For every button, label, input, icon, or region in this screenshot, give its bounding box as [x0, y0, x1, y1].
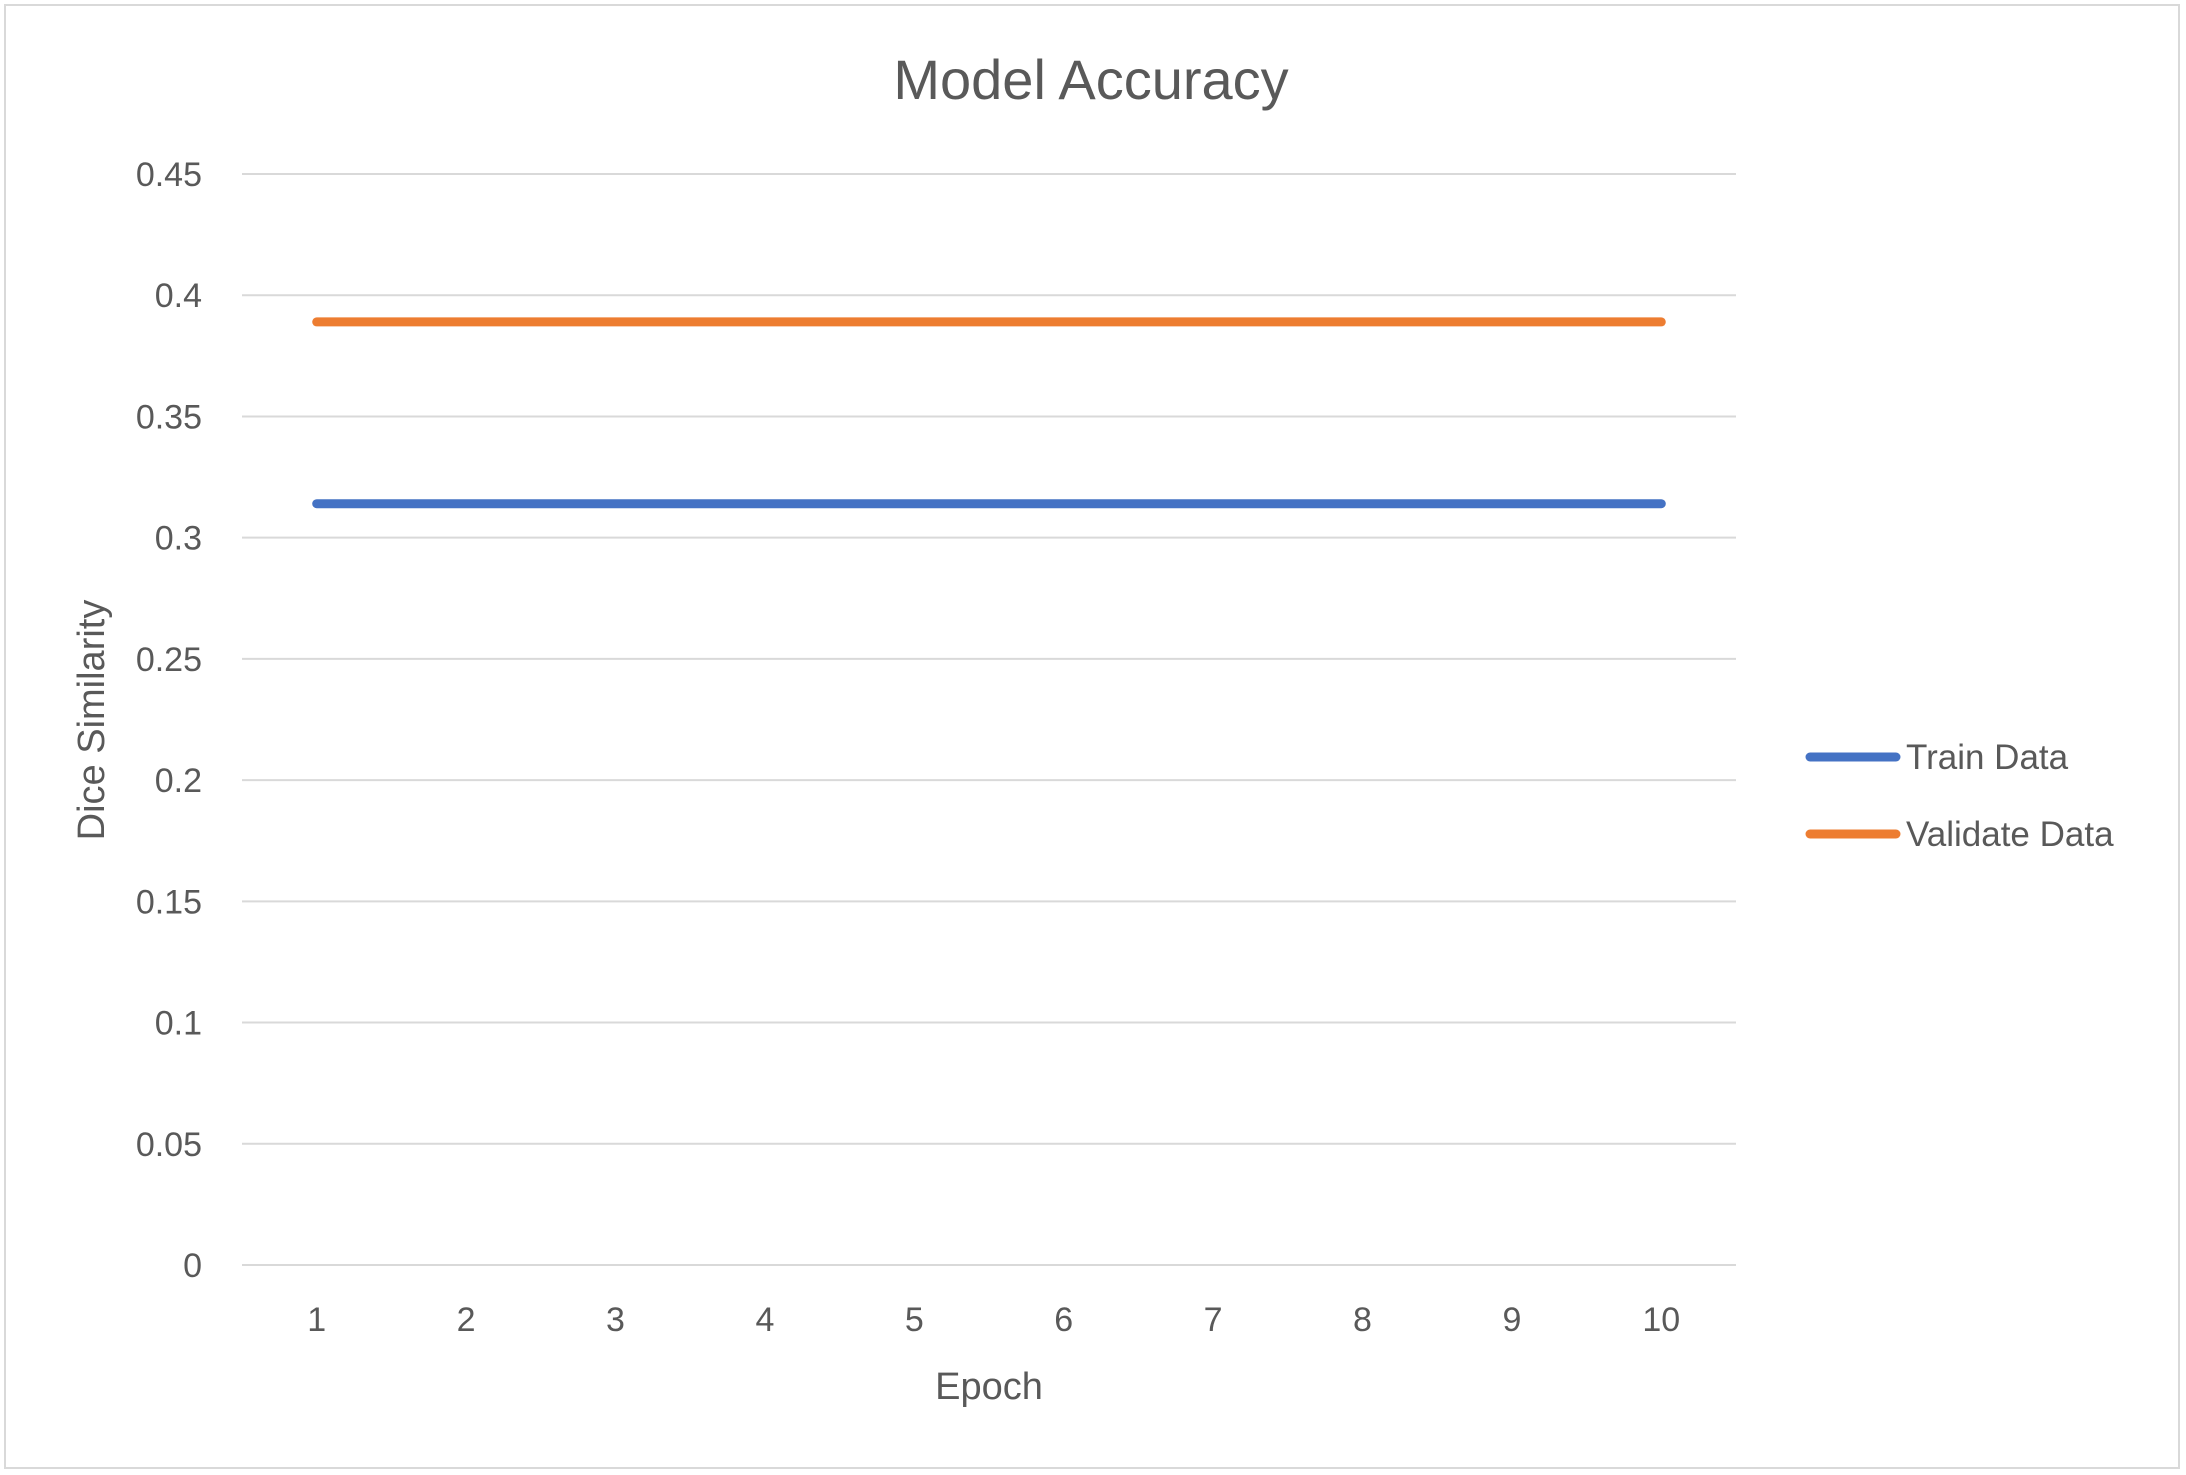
x-tick-label: 7	[1204, 1301, 1223, 1339]
x-tick-label: 9	[1502, 1301, 1521, 1339]
legend: Train Data Validate Data	[1805, 738, 2114, 854]
legend-label-train-data: Train Data	[1906, 738, 2069, 777]
y-tick-label: 0.1	[155, 1005, 202, 1043]
y-tick-label: 0.2	[155, 762, 202, 800]
x-tick-label: 3	[606, 1301, 625, 1339]
x-tick-label: 1	[307, 1301, 326, 1339]
y-tick-label: 0.35	[136, 398, 202, 436]
x-tick-label: 5	[905, 1301, 924, 1339]
y-tick-label: 0.15	[136, 883, 202, 921]
x-axis-ticks: 1 2 3 4 5 6 7 8 9 10	[307, 1301, 1680, 1339]
y-tick-label: 0	[183, 1247, 202, 1285]
y-axis-label: Dice Similarity	[71, 600, 113, 841]
legend-label-validate-data: Validate Data	[1906, 815, 2114, 854]
x-tick-label: 6	[1054, 1301, 1073, 1339]
x-tick-label: 8	[1353, 1301, 1372, 1339]
y-tick-label: 0.05	[136, 1126, 202, 1164]
x-axis-label: Epoch	[935, 1366, 1043, 1408]
series-lines	[312, 317, 1666, 509]
y-tick-label: 0.25	[136, 641, 202, 679]
y-tick-label: 0.3	[155, 520, 202, 558]
x-tick-label: 2	[457, 1301, 476, 1339]
chart-title: Model Accuracy	[893, 48, 1288, 111]
x-tick-label: 4	[755, 1301, 774, 1339]
y-tick-label: 0.4	[155, 277, 202, 315]
y-tick-label: 0.45	[136, 156, 202, 194]
chart-frame	[4, 4, 2180, 1469]
x-tick-label: 10	[1642, 1301, 1680, 1339]
gridlines	[242, 173, 1736, 1266]
y-axis-ticks: 0 0.05 0.1 0.15 0.2 0.25 0.3 0.35 0.4 0.45	[136, 156, 202, 1285]
